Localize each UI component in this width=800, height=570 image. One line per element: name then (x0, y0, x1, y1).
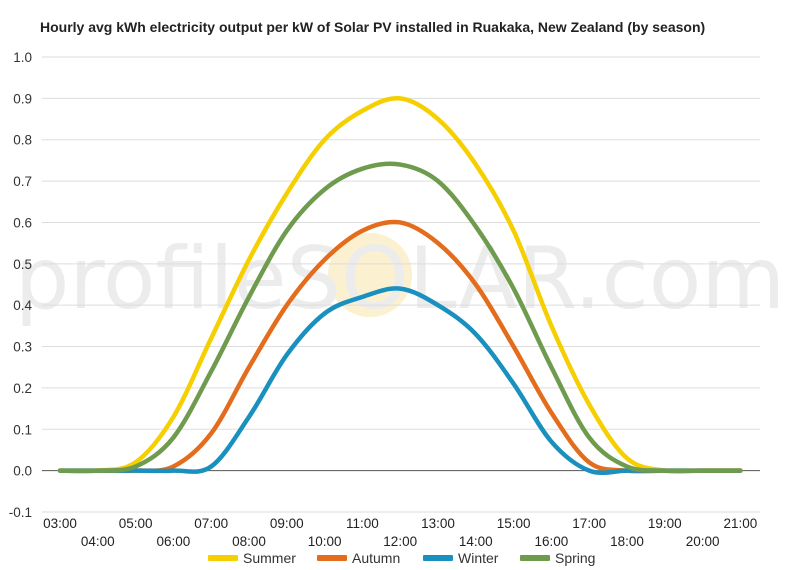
y-tick-label: 0.7 (13, 174, 32, 189)
y-axis: -0.1 0.0 0.1 0.2 0.3 0.4 0.5 0.6 0.7 0.8 0.9 1.0 (9, 50, 33, 520)
legend-swatch-autumn (317, 555, 347, 561)
watermark-sun-icon (328, 233, 412, 317)
x-tick-label: 10:00 (308, 534, 342, 549)
legend-swatch-summer (208, 555, 238, 561)
chart-title: Hourly avg kWh electricity output per kW… (40, 19, 706, 35)
x-tick-label: 07:00 (194, 516, 228, 531)
x-tick-label: 19:00 (648, 516, 682, 531)
y-tick-label: 0.3 (13, 340, 32, 355)
x-tick-label: 16:00 (535, 534, 569, 549)
x-tick-label: 17:00 (572, 516, 606, 531)
legend-label-autumn: Autumn (352, 550, 400, 566)
x-tick-label: 05:00 (119, 516, 153, 531)
watermark: profileSOLAR.com (15, 229, 785, 329)
watermark-text: profileSOLAR.com (15, 229, 785, 329)
y-tick-label: 0.4 (13, 298, 32, 313)
series-line-spring (57, 161, 743, 474)
x-tick-label: 15:00 (497, 516, 531, 531)
y-tick-label: 0.0 (13, 464, 32, 479)
x-tick-label: 09:00 (270, 516, 304, 531)
legend-label-summer: Summer (243, 550, 296, 566)
series-line-summer (57, 95, 743, 474)
x-tick-label: 20:00 (686, 534, 720, 549)
legend: Summer Autumn Winter Spring (208, 550, 595, 566)
x-tick-label: 13:00 (421, 516, 455, 531)
legend-swatch-spring (520, 555, 550, 561)
x-tick-label: 21:00 (724, 516, 758, 531)
legend-label-spring: Spring (555, 550, 595, 566)
series-lines (57, 95, 743, 476)
y-tick-label: 0.9 (13, 91, 32, 106)
x-tick-label: 14:00 (459, 534, 493, 549)
y-tick-label: 0.2 (13, 381, 32, 396)
x-tick-label: 12:00 (383, 534, 417, 549)
y-tick-label: 0.5 (13, 257, 32, 272)
series-line-winter (57, 286, 743, 476)
x-tick-label: 03:00 (43, 516, 77, 531)
y-tick-label: 0.6 (13, 215, 32, 230)
y-tick-label: 0.8 (13, 133, 32, 148)
legend-swatch-winter (423, 555, 453, 561)
x-tick-label: 04:00 (81, 534, 115, 549)
legend-label-winter: Winter (458, 550, 499, 566)
y-tick-label: 0.1 (13, 422, 32, 437)
x-tick-label: 11:00 (346, 516, 379, 531)
x-tick-label: 18:00 (610, 534, 644, 549)
y-tick-label: -0.1 (9, 505, 32, 520)
x-tick-label: 06:00 (157, 534, 191, 549)
x-tick-label: 08:00 (232, 534, 266, 549)
y-tick-label: 1.0 (13, 50, 32, 65)
